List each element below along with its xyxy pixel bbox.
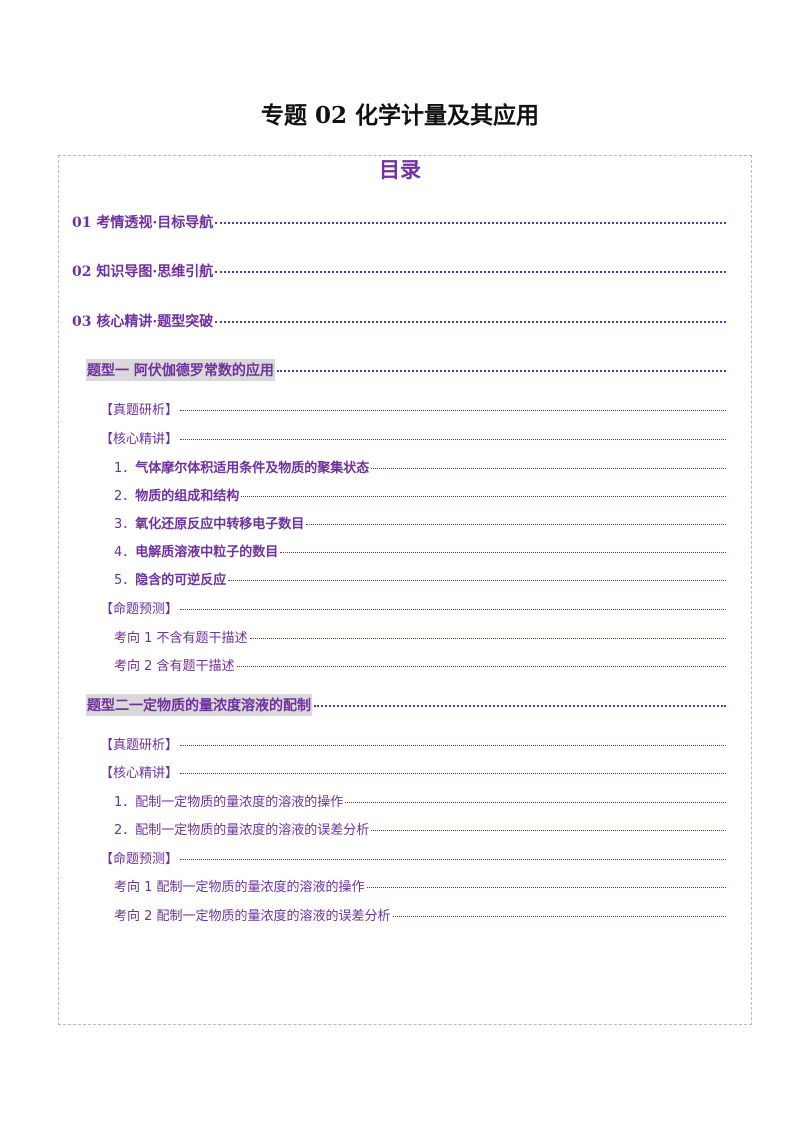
toc-entry-type1-item2[interactable]: 2．物质的组成和结构 xyxy=(114,485,727,505)
dot-leader xyxy=(276,370,726,372)
dot-leader xyxy=(345,802,726,803)
toc-entry-label: 考向 2 含有题干描述 xyxy=(114,659,235,674)
toc-entry-type2[interactable]: 题型二一定物质的量浓度溶液的配制 xyxy=(86,694,727,716)
toc-entry-label: 【真题研析】 xyxy=(100,403,179,418)
toc-entry-type1[interactable]: 题型一 阿伏伽德罗常数的应用 xyxy=(86,359,727,381)
toc-heading: 目录 xyxy=(379,158,421,182)
toc-entry-label: 【真题研析】 xyxy=(100,738,179,753)
dot-leader xyxy=(228,580,726,581)
toc-entry-label: 01 考情透视·目标导航 xyxy=(72,215,214,231)
toc-entry-label: 题型一 阿伏伽德罗常数的应用 xyxy=(86,359,275,381)
toc-entry-label: 【核心精讲】 xyxy=(100,432,179,447)
toc-entry-type2-predict[interactable]: 【命题预测】 xyxy=(100,848,727,868)
toc-entry-sec2[interactable]: 02 知识导图·思维引航 xyxy=(72,261,727,283)
dot-leader xyxy=(215,222,726,224)
dot-leader xyxy=(249,638,726,639)
toc-entry-type2-dir2[interactable]: 考向 2 配制一定物质的量浓度的溶液的误差分析 xyxy=(114,905,727,925)
toc-entry-type1-dir2[interactable]: 考向 2 含有题干描述 xyxy=(114,655,727,675)
toc-entry-type1-item3[interactable]: 3．氧化还原反应中转移电子数目 xyxy=(114,513,727,533)
dot-leader xyxy=(371,830,726,831)
dot-leader xyxy=(215,271,726,273)
toc-entry-label: 【命题预测】 xyxy=(100,602,179,617)
document-title: 专题 02 化学计量及其应用 xyxy=(260,102,540,129)
dot-leader xyxy=(241,496,726,497)
toc-entry-label: 考向 1 不含有题干描述 xyxy=(114,631,248,646)
dot-leader xyxy=(366,887,726,888)
dot-leader xyxy=(180,773,726,774)
dot-leader xyxy=(392,916,726,917)
dot-leader xyxy=(180,410,726,411)
dot-leader xyxy=(180,609,726,610)
toc-entry-sec3[interactable]: 03 核心精讲·题型突破 xyxy=(72,311,727,333)
dot-leader xyxy=(180,859,726,860)
toc-entry-type2-dir1[interactable]: 考向 1 配制一定物质的量浓度的溶液的操作 xyxy=(114,876,727,896)
toc-entry-label: 物质的组成和结构 xyxy=(135,489,240,504)
toc-entry-type1-dir1[interactable]: 考向 1 不含有题干描述 xyxy=(114,627,727,647)
dot-leader xyxy=(180,745,726,746)
toc-entry-type2-real[interactable]: 【真题研析】 xyxy=(100,734,727,754)
toc-entry-number: 2． xyxy=(114,823,136,838)
dot-leader xyxy=(280,552,726,553)
dot-leader xyxy=(371,468,726,469)
toc-entry-type1-item4[interactable]: 4．电解质溶液中粒子的数目 xyxy=(114,541,727,561)
toc-entry-number: 3． xyxy=(114,517,136,532)
dot-leader xyxy=(236,666,726,667)
toc-entry-label: 氧化还原反应中转移电子数目 xyxy=(135,517,305,532)
toc-entry-label: 02 知识导图·思维引航 xyxy=(72,264,214,280)
toc-entry-label: 配制一定物质的量浓度的溶液的误差分析 xyxy=(135,823,370,838)
toc-entry-label: 考向 2 配制一定物质的量浓度的溶液的误差分析 xyxy=(114,909,391,924)
toc-entry-number: 1． xyxy=(114,795,136,810)
toc-entry-label: 电解质溶液中粒子的数目 xyxy=(135,545,279,560)
toc-entry-number: 1． xyxy=(114,461,136,476)
toc-entry-label: 03 核心精讲·题型突破 xyxy=(72,314,214,330)
toc-entry-number: 2． xyxy=(114,489,136,504)
toc-entry-type1-item1[interactable]: 1．气体摩尔体积适用条件及物质的聚集状态 xyxy=(114,457,727,477)
toc-entry-label: 隐含的可逆反应 xyxy=(135,573,227,588)
toc-entry-type1-core[interactable]: 【核心精讲】 xyxy=(100,428,727,448)
toc-entry-label: 考向 1 配制一定物质的量浓度的溶液的操作 xyxy=(114,880,365,895)
toc-entry-type1-predict[interactable]: 【命题预测】 xyxy=(100,598,727,618)
dot-leader xyxy=(215,321,726,323)
toc-container xyxy=(58,155,752,1025)
dot-leader xyxy=(306,524,726,525)
toc-entry-label: 题型二一定物质的量浓度溶液的配制 xyxy=(86,694,312,716)
toc-entry-type2-item1[interactable]: 1．配制一定物质的量浓度的溶液的操作 xyxy=(114,791,727,811)
toc-entry-number: 4． xyxy=(114,545,136,560)
dot-leader xyxy=(180,439,726,440)
dot-leader xyxy=(314,705,726,707)
toc-entry-type1-item5[interactable]: 5．隐含的可逆反应 xyxy=(114,569,727,589)
toc-entry-label: 【命题预测】 xyxy=(100,852,179,867)
toc-entry-number: 5． xyxy=(114,573,136,588)
toc-entry-type2-item2[interactable]: 2．配制一定物质的量浓度的溶液的误差分析 xyxy=(114,819,727,839)
toc-entry-label: 配制一定物质的量浓度的溶液的操作 xyxy=(135,795,344,810)
toc-entry-type2-core[interactable]: 【核心精讲】 xyxy=(100,762,727,782)
toc-entry-label: 【核心精讲】 xyxy=(100,766,179,781)
toc-entry-label: 气体摩尔体积适用条件及物质的聚集状态 xyxy=(135,461,370,476)
toc-entry-sec1[interactable]: 01 考情透视·目标导航 xyxy=(72,212,727,234)
toc-entry-type1-real[interactable]: 【真题研析】 xyxy=(100,399,727,419)
